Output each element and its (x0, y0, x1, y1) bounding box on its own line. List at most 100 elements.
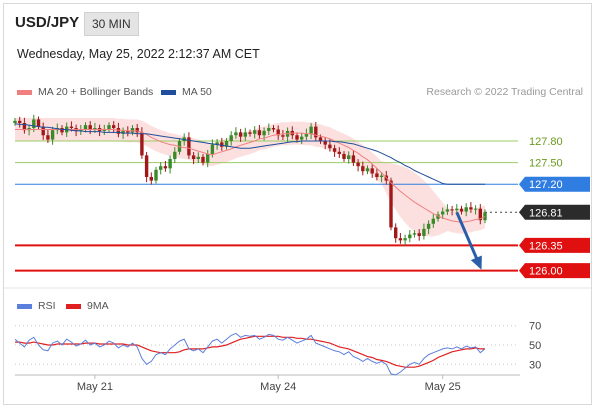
symbol-title: USD/JPY (15, 14, 80, 31)
candle-body-75 (365, 168, 370, 172)
ma20-swatch (17, 89, 32, 95)
candle-body-84 (408, 234, 412, 239)
legend-rsi-label: RSI (38, 300, 56, 312)
candle-body-34 (173, 151, 177, 159)
candle-body-72 (351, 155, 356, 163)
candle-body-63 (309, 126, 313, 134)
x-tick-label-1: May 24 (260, 381, 296, 393)
candle-body-61 (300, 136, 304, 140)
candle-body-0 (13, 120, 17, 123)
candle-body-76 (370, 168, 374, 174)
candle-body-98 (473, 208, 478, 210)
candle-body-74 (361, 166, 365, 172)
ma50-swatch (161, 89, 176, 95)
level-label-1: 127.50 (529, 158, 563, 170)
candle-body-20 (107, 125, 111, 130)
candle-body-90 (436, 214, 440, 219)
candle-body-38 (191, 155, 196, 159)
candle-body-33 (168, 159, 172, 169)
rsi-tick-label-0: 70 (529, 321, 541, 333)
candle-body-28 (144, 155, 149, 177)
candle-body-10 (60, 128, 64, 133)
timeframe-badge[interactable]: 30 MIN (84, 12, 139, 36)
candle-body-82 (398, 238, 403, 241)
level-label-4: 126.35 (529, 240, 563, 252)
chart-header: USD/JPY 30 MIN (4, 4, 591, 40)
candle-body-80 (389, 180, 393, 228)
candle-body-54 (267, 128, 271, 131)
candle-body-96 (464, 207, 468, 212)
candle-body-57 (281, 135, 285, 137)
candle-body-55 (271, 128, 276, 130)
rsi-line (14, 332, 486, 376)
x-tick-label-0: May 21 (77, 381, 113, 393)
candle-body-95 (459, 208, 464, 212)
level-tag-4 (519, 237, 590, 253)
level-label-3: 126.81 (529, 207, 563, 219)
candle-body-6 (41, 126, 45, 136)
candle-body-17 (93, 128, 97, 130)
level-tag-2 (519, 176, 590, 192)
legend-ma20-label: MA 20 + Bollinger Bands (38, 86, 154, 98)
candle-body-1 (18, 120, 22, 123)
level-label-0: 127.80 (529, 136, 563, 148)
candle-body-69 (337, 151, 341, 154)
candle-body-92 (445, 209, 450, 212)
candle-body-93 (450, 209, 454, 211)
candle-body-25 (130, 128, 135, 133)
rsi-tick-label-2: 30 (529, 359, 541, 371)
candle-body-21 (112, 125, 116, 129)
candle-body-22 (116, 128, 121, 134)
forecast-arrow-head (470, 255, 482, 270)
candle-body-77 (375, 173, 379, 177)
ma20-line (15, 129, 486, 223)
candle-body-40 (201, 156, 205, 163)
candle-body-86 (417, 233, 421, 237)
candle-body-52 (257, 130, 262, 136)
candle-body-64 (314, 126, 318, 138)
candle-body-83 (403, 238, 407, 241)
candle-body-60 (295, 135, 299, 140)
level-tag-3 (519, 204, 590, 220)
candle-body-26 (135, 128, 139, 133)
candle-body-37 (187, 137, 191, 156)
candle-body-5 (36, 119, 41, 127)
candle-body-56 (276, 129, 280, 136)
candle-body-39 (196, 156, 200, 159)
candle-body-91 (441, 211, 445, 215)
candle-body-12 (69, 126, 74, 129)
level-label-2: 127.20 (529, 179, 563, 191)
candle-body-97 (469, 207, 473, 210)
ma50-line (14, 123, 485, 185)
candle-body-19 (102, 129, 106, 131)
candle-body-49 (243, 132, 247, 137)
rsi-tick-label-1: 50 (529, 340, 541, 352)
candle-body-81 (394, 227, 398, 239)
candle-body-99 (478, 208, 482, 221)
candle-body-46 (229, 135, 233, 141)
candle-body-7 (46, 135, 50, 140)
candle-body-29 (149, 177, 153, 181)
candle-body-100 (483, 212, 487, 221)
ma9-swatch (66, 303, 81, 309)
candle-body-23 (121, 130, 125, 134)
legend-rsi: RSI (17, 300, 56, 312)
timestamp-label: Wednesday, May 25, 2022 2:12:37 AM CET (17, 47, 260, 61)
candle-body-24 (126, 130, 130, 133)
candle-body-31 (159, 166, 163, 170)
candle-body-67 (328, 144, 332, 149)
candle-body-71 (347, 155, 351, 159)
candle-body-2 (22, 123, 27, 131)
legend-ma20: MA 20 + Bollinger Bands (17, 86, 153, 98)
legend-ma50: MA 50 (161, 86, 212, 98)
candle-body-15 (83, 125, 88, 130)
level-tag-5 (519, 263, 590, 279)
candle-body-85 (412, 233, 417, 235)
candle-body-41 (206, 153, 210, 163)
legend-9ma-label: 9MA (87, 300, 109, 312)
candle-body-73 (356, 162, 360, 167)
candle-body-53 (262, 130, 266, 136)
x-tick-label-2: May 25 (425, 381, 461, 393)
candle-body-43 (215, 142, 219, 145)
